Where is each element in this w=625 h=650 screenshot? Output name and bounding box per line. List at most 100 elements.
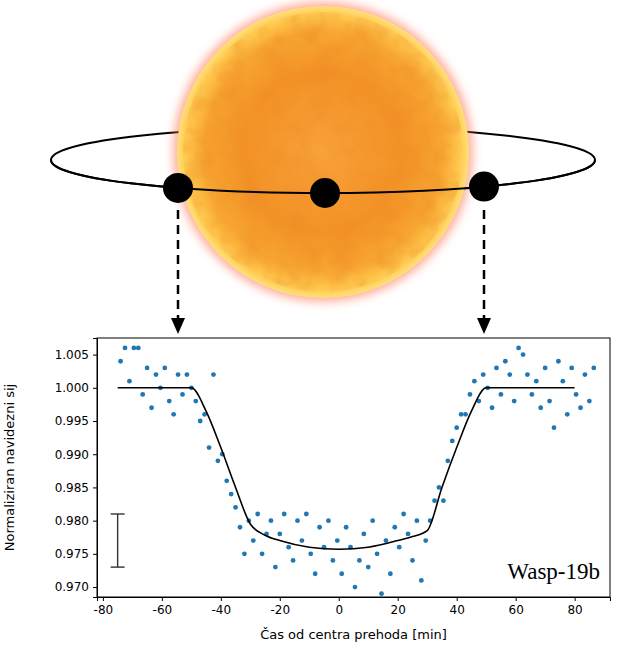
arrow-head [171, 318, 185, 334]
data-point [445, 458, 450, 463]
tick: 0.975 [55, 547, 97, 561]
tick: 20 [391, 597, 406, 617]
data-point [583, 372, 588, 377]
sun-texture [183, 12, 463, 292]
tick-label: 0.990 [55, 448, 89, 462]
data-point [587, 399, 592, 404]
data-point [472, 379, 477, 384]
data-point [339, 571, 344, 576]
data-point [441, 498, 446, 503]
tick-label: 0.970 [55, 580, 89, 594]
arrow-head [477, 318, 491, 334]
sun-glow [173, 2, 473, 302]
tick: 0.995 [55, 414, 97, 428]
data-point [238, 525, 243, 530]
data-point [308, 551, 313, 556]
tick: -20 [270, 597, 290, 617]
arrow-shaft [177, 210, 180, 320]
data-point [269, 518, 274, 523]
data-point [538, 405, 543, 410]
data-point [215, 458, 220, 463]
data-point [300, 538, 305, 543]
data-point [401, 512, 406, 517]
data-point [543, 365, 548, 370]
tick-mark [93, 421, 97, 422]
data-point [162, 365, 167, 370]
data-point [313, 571, 318, 576]
tick-mark [457, 597, 458, 601]
data-point [251, 538, 256, 543]
data-point [176, 372, 181, 377]
tick: -60 [153, 597, 173, 617]
data-point [507, 372, 512, 377]
data-point [167, 399, 172, 404]
data-point [569, 365, 574, 370]
transit-illustration [51, 2, 595, 334]
data-point [375, 551, 380, 556]
data-point [547, 399, 552, 404]
data-point [410, 558, 415, 563]
data-point [591, 365, 596, 370]
data-point [370, 518, 375, 523]
data-point [499, 392, 504, 397]
tick-mark [93, 355, 97, 356]
tick: 0.980 [55, 514, 97, 528]
plot-background [97, 338, 610, 597]
data-point [450, 439, 455, 444]
error-bar [111, 514, 125, 567]
tick-label: 0 [335, 603, 343, 617]
tick-label: 0.985 [55, 481, 89, 495]
data-point [330, 558, 335, 563]
tick-mark [398, 597, 399, 601]
error-bar-line [117, 514, 118, 567]
data-point [406, 532, 411, 537]
tick-label: -40 [212, 603, 232, 617]
data-point [423, 538, 428, 543]
data-point [556, 359, 561, 364]
data-point [198, 419, 203, 424]
data-point [295, 518, 300, 523]
data-point [512, 399, 517, 404]
sun [177, 6, 469, 298]
data-point [154, 372, 159, 377]
data-point [304, 512, 309, 517]
tick-label: 0.975 [55, 547, 89, 561]
tick-label: 0.980 [55, 514, 89, 528]
data-point [118, 359, 123, 364]
data-point [149, 405, 154, 410]
data-point [180, 392, 185, 397]
data-point [521, 352, 526, 357]
data-point [481, 372, 486, 377]
planet [310, 178, 340, 208]
x-axis-title: Čas od centra prehoda [min] [260, 627, 447, 642]
data-point [468, 392, 473, 397]
y-axis: 1.0051.0000.9950.9900.9850.9800.9750.970 [55, 339, 98, 598]
data-point [185, 372, 190, 377]
tick-mark [93, 454, 97, 455]
data-point [277, 532, 282, 537]
data-point [516, 346, 521, 351]
data-point [273, 565, 278, 570]
axis-line [98, 598, 611, 602]
data-point [419, 578, 424, 583]
data-point [317, 525, 322, 530]
data-point [454, 425, 459, 430]
data-point [574, 392, 579, 397]
tick-label: -20 [270, 603, 290, 617]
tick: 0 [335, 597, 343, 617]
tick: 0.970 [55, 580, 97, 594]
data-point [529, 392, 534, 397]
data-point [397, 545, 402, 550]
data-point [388, 571, 393, 576]
data-point [379, 591, 384, 596]
tick: -40 [212, 597, 232, 617]
data-point [565, 412, 570, 417]
data-point [136, 346, 141, 351]
tick-label: 60 [509, 603, 524, 617]
model-line [118, 388, 575, 549]
data-point [260, 551, 265, 556]
y-axis-title: Normaliziran navidezni sij [2, 384, 17, 551]
data-point [224, 478, 229, 483]
x-axis: -80-60-40-20020406080 [94, 597, 611, 617]
data-point [357, 558, 362, 563]
